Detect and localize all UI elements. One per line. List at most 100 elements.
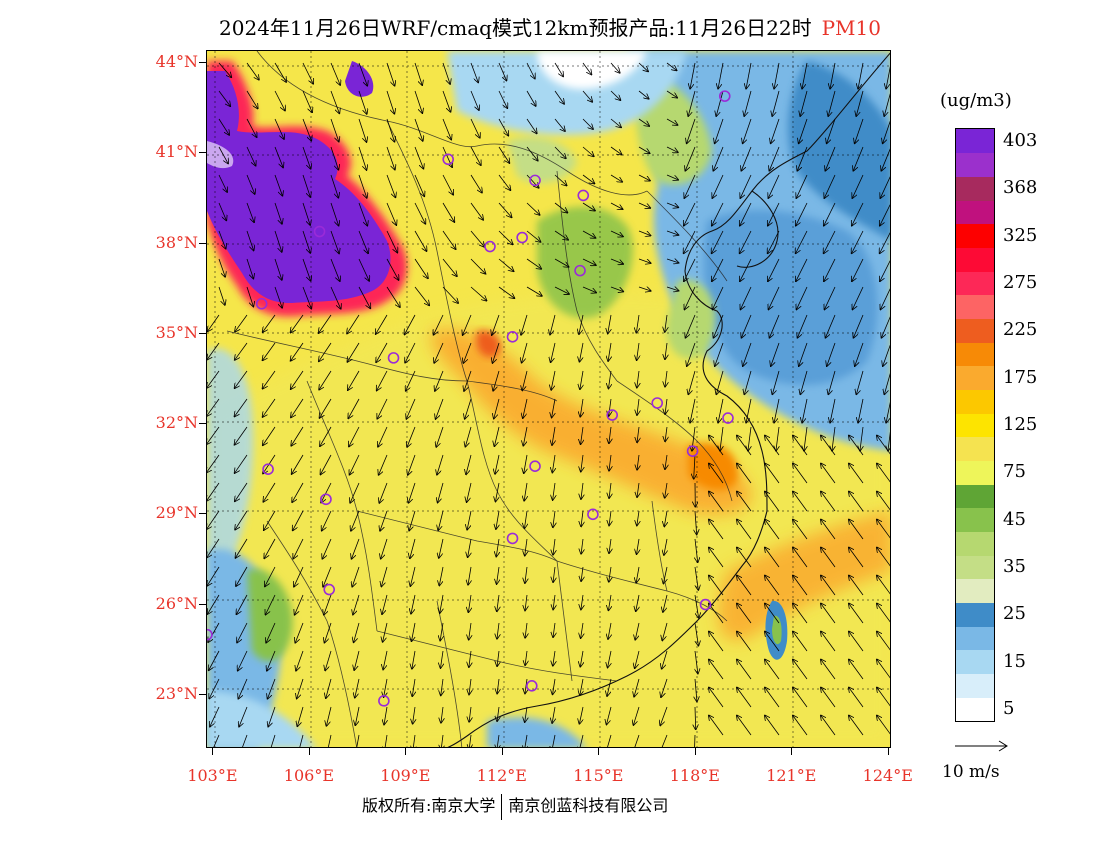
wind-vector (793, 716, 808, 736)
wind-vector (268, 678, 276, 699)
wind-vector (464, 370, 472, 391)
wind-vector (877, 660, 890, 679)
wind-vector (246, 62, 259, 80)
wind-vector (716, 370, 724, 394)
wind-vector (208, 594, 220, 614)
colorbar-segment (956, 578, 994, 604)
lon-label: 124°E (862, 766, 913, 785)
wind-vector (662, 622, 668, 640)
city-marker (506, 331, 519, 343)
wind-vector (737, 688, 752, 708)
wind-vector (410, 538, 416, 558)
wind-vector (709, 520, 724, 540)
wind-vector (793, 436, 808, 456)
wind-vector (888, 431, 890, 451)
wind-vector (638, 62, 648, 71)
wind-vector (582, 90, 592, 102)
wind-vector (796, 174, 808, 198)
wind-vector (709, 464, 724, 484)
wind-vector (793, 576, 808, 596)
wind-vector (218, 230, 226, 249)
wind-vector (793, 604, 808, 624)
wind-vector (877, 436, 890, 455)
city-marker (387, 352, 400, 364)
wind-vector (768, 258, 780, 281)
lon-label: 118°E (669, 766, 720, 785)
wind-vector (470, 62, 478, 82)
wind-vector (881, 288, 890, 309)
wind-vector (406, 398, 416, 419)
wind-vector (320, 398, 332, 418)
wind-vector (740, 230, 752, 253)
wind-vector (737, 576, 752, 596)
wind-vector (347, 342, 360, 362)
wind-vector (207, 454, 220, 472)
wind-vector (550, 314, 556, 334)
wind-vector (665, 454, 667, 469)
wind-vector (320, 426, 332, 446)
wind-vector (713, 286, 724, 309)
wind-vector (410, 566, 416, 586)
wind-vector (799, 118, 808, 143)
wind-vector (853, 286, 864, 309)
wind-vector (235, 370, 248, 388)
wind-vector (497, 594, 499, 611)
wind-vector (713, 146, 724, 171)
wind-vector (522, 370, 528, 390)
wind-vector (470, 174, 482, 192)
wind-vector (709, 492, 724, 512)
wind-vector (553, 482, 555, 500)
wind-vector (526, 286, 542, 296)
wind-vector (407, 426, 416, 447)
wind-vector (319, 370, 332, 390)
wind-vector (637, 370, 639, 387)
wind-vector (552, 454, 555, 472)
wind-vector (412, 678, 415, 696)
wind-vector (582, 202, 595, 211)
wind-vector (830, 398, 836, 423)
wind-vector (523, 426, 528, 446)
wind-vector (213, 734, 220, 747)
wind-vector (793, 464, 808, 484)
colorbar-label: 225 (1003, 319, 1038, 341)
wind-vector (694, 622, 698, 645)
wind-vector (326, 678, 332, 698)
wind-vector (554, 202, 567, 213)
wind-vector (291, 370, 304, 389)
colorbar-segment (956, 223, 994, 248)
wind-vector (274, 174, 282, 196)
wind-vector (324, 594, 332, 615)
wind-vector (525, 678, 527, 693)
wind-vector (737, 604, 752, 624)
city-marker (516, 231, 528, 244)
wind-vector (796, 202, 808, 226)
forecast-map[interactable] (206, 50, 891, 748)
wind-vector (793, 660, 808, 680)
wind-vector (293, 538, 304, 558)
wind-vector (581, 622, 583, 638)
wind-vector (793, 632, 808, 652)
colorbar-label: 368 (1003, 177, 1038, 199)
colorbar-label: 403 (1003, 129, 1038, 151)
wind-vector (498, 202, 511, 217)
wind-vector (414, 286, 429, 305)
wind-vector (235, 342, 248, 360)
lat-label: 41°N (155, 142, 198, 162)
wind-vector (497, 734, 499, 747)
wind-vector (442, 202, 454, 222)
wind-vector (802, 398, 808, 423)
wind-vector (776, 426, 779, 451)
wind-vector (852, 258, 864, 281)
lon-label: 106°E (283, 766, 335, 785)
wind-vector (720, 426, 723, 451)
wind-vector (858, 62, 864, 88)
wind-vector (302, 286, 311, 308)
wind-vector (827, 118, 836, 143)
city-marker (651, 397, 664, 409)
colorbar-segment (956, 460, 994, 485)
wind-vector (498, 230, 513, 244)
wind-vector (877, 576, 890, 595)
wind-vector (353, 594, 360, 614)
wind-vector (746, 398, 752, 423)
wind-vector (824, 202, 836, 226)
